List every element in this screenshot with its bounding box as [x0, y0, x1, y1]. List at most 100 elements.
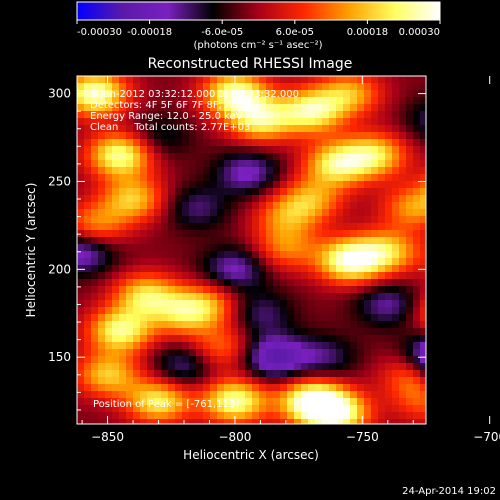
heatmap-cell — [336, 370, 344, 378]
heatmap-cell — [147, 132, 155, 140]
heatmap-cell — [413, 90, 421, 98]
heatmap-cell — [350, 125, 358, 133]
heatmap-cell — [364, 202, 372, 210]
heatmap-cell — [217, 132, 225, 140]
heatmap-cell — [378, 139, 386, 147]
heatmap-cell — [175, 258, 183, 266]
heatmap-cell — [91, 188, 99, 196]
heatmap-cell — [266, 391, 274, 399]
heatmap-cell — [406, 167, 414, 175]
heatmap-cell — [329, 314, 337, 322]
heatmap-cell — [126, 272, 134, 280]
heatmap-cell — [399, 251, 407, 259]
heatmap-cell — [399, 321, 407, 329]
heatmap-cell — [392, 391, 400, 399]
heatmap-cell — [350, 216, 358, 224]
heatmap-cell — [350, 405, 358, 413]
heatmap-cell — [210, 76, 218, 84]
heatmap-cell — [343, 216, 351, 224]
heatmap-cell — [329, 391, 337, 399]
heatmap-cell — [364, 139, 372, 147]
heatmap-cell — [203, 244, 211, 252]
heatmap-cell — [399, 258, 407, 266]
heatmap-cell — [245, 132, 253, 140]
heatmap-cell — [266, 349, 274, 357]
heatmap-cell — [196, 321, 204, 329]
heatmap-cell — [245, 272, 253, 280]
heatmap-cell — [133, 125, 141, 133]
heatmap-cell — [364, 356, 372, 364]
heatmap-cell — [364, 370, 372, 378]
heatmap-cell — [420, 391, 426, 399]
heatmap-cell — [210, 377, 218, 385]
heatmap-cell — [217, 377, 225, 385]
heatmap-cell — [245, 174, 253, 182]
heatmap-cell — [301, 76, 309, 84]
heatmap-cell — [112, 335, 120, 343]
heatmap-cell — [266, 419, 274, 424]
heatmap-cell — [371, 328, 379, 336]
heatmap-cell — [238, 76, 246, 84]
heatmap-cell — [259, 223, 267, 231]
heatmap-cell — [357, 139, 365, 147]
heatmap-cell — [189, 76, 197, 84]
heatmap-cell — [98, 167, 106, 175]
heatmap-cell — [217, 167, 225, 175]
heatmap-cell — [238, 405, 246, 413]
heatmap-cell — [84, 349, 92, 357]
heatmap-cell — [189, 90, 197, 98]
heatmap-cell — [210, 146, 218, 154]
heatmap-cell — [406, 370, 414, 378]
heatmap-cell — [357, 83, 365, 91]
heatmap-cell — [105, 97, 113, 105]
heatmap-cell — [413, 342, 421, 350]
heatmap-cell — [231, 209, 239, 217]
heatmap-cell — [315, 412, 323, 420]
heatmap-cell — [231, 188, 239, 196]
heatmap-cell — [168, 307, 176, 315]
heatmap-cell — [238, 384, 246, 392]
heatmap-cell — [308, 181, 316, 189]
heatmap-cell — [126, 258, 134, 266]
heatmap-cell — [385, 363, 393, 371]
heatmap-cell — [231, 118, 239, 126]
heatmap-cell — [154, 76, 162, 84]
heatmap-cell — [343, 174, 351, 182]
heatmap-cell — [322, 202, 330, 210]
heatmap-cell — [322, 349, 330, 357]
heatmap-cell — [385, 216, 393, 224]
heatmap-cell — [238, 209, 246, 217]
heatmap-cell — [203, 146, 211, 154]
heatmap-cell — [210, 363, 218, 371]
heatmap-cell — [105, 363, 113, 371]
heatmap-cell — [252, 125, 260, 133]
heatmap-cell — [161, 167, 169, 175]
heatmap-cell — [238, 90, 246, 98]
heatmap-cell — [91, 97, 99, 105]
heatmap-cell — [147, 398, 155, 406]
heatmap-cell — [259, 258, 267, 266]
heatmap-cell — [84, 195, 92, 203]
heatmap-cell — [105, 335, 113, 343]
heatmap-cell — [224, 405, 232, 413]
heatmap-cell — [119, 412, 127, 420]
heatmap-cell — [322, 370, 330, 378]
heatmap-cell — [308, 391, 316, 399]
heatmap-cell — [119, 251, 127, 259]
heatmap-cell — [399, 412, 407, 420]
heatmap-cell — [287, 286, 295, 294]
heatmap-cell — [238, 195, 246, 203]
heatmap-cell — [350, 90, 358, 98]
heatmap-cell — [301, 272, 309, 280]
heatmap-cell — [161, 83, 169, 91]
heatmap-cell — [259, 209, 267, 217]
heatmap-cell — [203, 384, 211, 392]
heatmap-cell — [231, 230, 239, 238]
heatmap-cell — [385, 146, 393, 154]
heatmap-cell — [224, 272, 232, 280]
heatmap-cell — [245, 188, 253, 196]
heatmap-cell — [98, 195, 106, 203]
heatmap-cell — [217, 195, 225, 203]
heatmap-cell — [105, 118, 113, 126]
heatmap-cell — [217, 139, 225, 147]
